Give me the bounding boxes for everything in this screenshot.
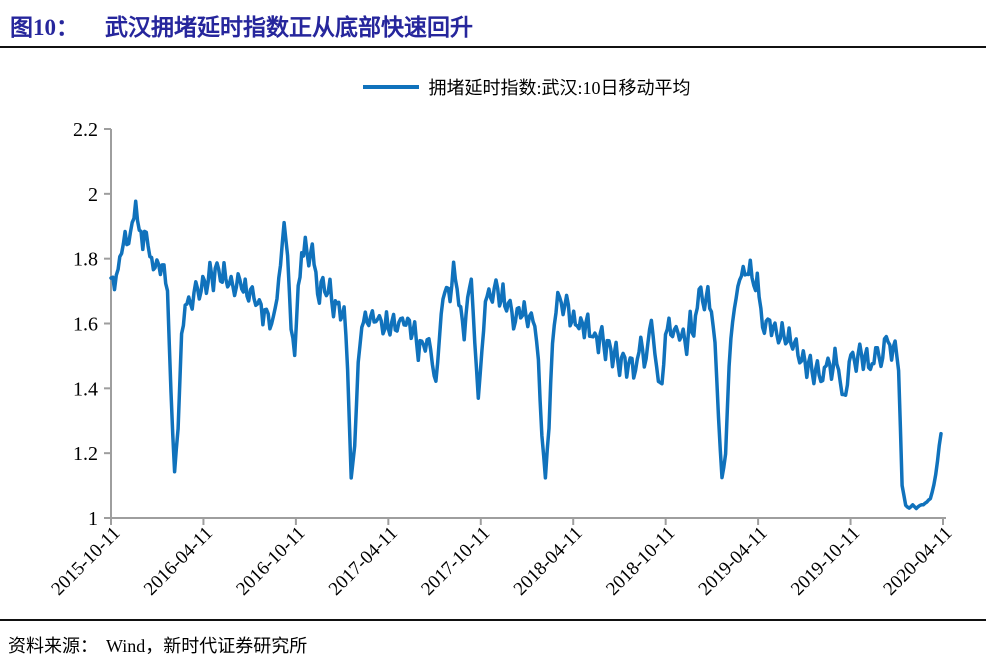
x-tick-label: 2016-04-11	[140, 523, 217, 600]
source-text: Wind，新时代证券研究所	[106, 636, 308, 656]
x-tick-label: 2019-04-11	[695, 523, 772, 600]
figure-number-label: 图10：	[10, 15, 79, 40]
footer-divider-line	[0, 619, 986, 621]
x-tick-label: 2015-10-11	[47, 523, 124, 600]
title-divider-line	[0, 46, 986, 48]
x-tick-label: 2017-10-11	[417, 523, 494, 600]
legend-series-label: 拥堵延时指数:武汉:10日移动平均	[428, 78, 691, 98]
source-line: 资料来源： Wind，新时代证券研究所	[8, 632, 307, 658]
series-line-wuhan-index	[109, 199, 943, 511]
figure-title: 武汉拥堵延时指数正从底部快速回升	[105, 15, 473, 40]
y-tick-label: 1	[88, 508, 98, 530]
y-tick-label: 1.2	[73, 443, 98, 465]
y-tick-label: 1.8	[73, 249, 98, 271]
chart-legend: 拥堵延时指数:武汉:10日移动平均	[111, 74, 943, 100]
source-label: 资料来源：	[8, 636, 98, 656]
x-tick-label: 2019-10-11	[787, 523, 864, 600]
y-tick-label: 1.6	[73, 314, 98, 336]
y-tick-label: 2	[88, 184, 98, 206]
legend-line-swatch	[363, 85, 420, 89]
figure-header: 图10： 武汉拥堵延时指数正从底部快速回升	[10, 8, 976, 42]
y-tick-label: 2.2	[73, 119, 98, 141]
x-tick-label: 2018-10-11	[602, 523, 679, 600]
x-tick-label: 2020-04-11	[879, 523, 956, 600]
chart-area: 1 1.2 1.4 1.6 1.8 2 2.2 2015-10-11 2016-04-11 201…	[0, 110, 986, 625]
y-tick-label: 1.4	[73, 378, 98, 400]
x-tick-label: 2016-10-11	[232, 523, 309, 600]
x-tick-label: 2018-04-11	[510, 523, 587, 600]
x-tick-label: 2017-04-11	[325, 523, 402, 600]
